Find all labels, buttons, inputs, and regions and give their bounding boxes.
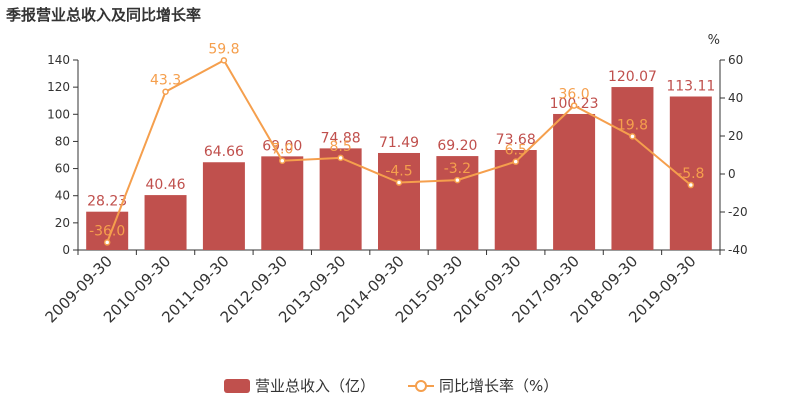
growth-point[interactable]: [220, 57, 228, 64]
growth-point-label: 8.5: [330, 139, 352, 155]
growth-point-label: 36.0: [559, 87, 590, 103]
revenue-bar-label: 73.68: [496, 132, 536, 148]
y-right-tick-label: -40: [728, 243, 748, 257]
growth-point[interactable]: [162, 88, 169, 95]
growth-point-label: 19.8: [617, 117, 648, 133]
bars: [86, 87, 712, 251]
y-left-tick-label: 140: [47, 53, 70, 67]
growth-point-label: -3.2: [444, 161, 471, 177]
growth-point[interactable]: [512, 158, 519, 165]
revenue-bar[interactable]: [494, 150, 537, 250]
y-left-tick-label: 40: [55, 189, 70, 203]
growth-line-layer: [103, 57, 695, 246]
y-right-tick-label: 20: [728, 129, 743, 143]
legend: 营业总收入（亿） 同比增长率（%）: [224, 377, 558, 395]
y-right-tick-label: -20: [728, 205, 748, 219]
revenue-bar[interactable]: [378, 152, 420, 250]
growth-point[interactable]: [570, 102, 578, 109]
legend-swatch-growth-marker: [415, 380, 427, 392]
revenue-bar-label: 113.11: [666, 78, 715, 94]
growth-point[interactable]: [279, 157, 286, 164]
y-left-tick-label: 60: [55, 162, 70, 176]
revenue-bar-label: 40.46: [145, 177, 185, 193]
revenue-bar-label: 74.88: [321, 130, 361, 146]
revenue-bar[interactable]: [319, 148, 362, 250]
growth-point-label: -5.8: [677, 166, 704, 182]
y-left-tick-label: 0: [62, 243, 70, 257]
y-right-tick-label: 40: [728, 91, 743, 105]
y-right-tick-label: 60: [728, 53, 743, 67]
y-left-tick-label: 20: [55, 216, 70, 230]
revenue-bar-label: 120.07: [608, 69, 657, 85]
revenue-bar[interactable]: [611, 87, 654, 251]
revenue-bar[interactable]: [202, 162, 245, 250]
growth-point-label: 7.0: [271, 142, 293, 158]
growth-point-label: -36.0: [89, 223, 125, 239]
y-left-tick-label: 120: [47, 80, 70, 94]
growth-labels: -36.0 43.3 59.8 7.0 8.5 -4.5 -3.2 6.5 36.0 19.8 -5…: [89, 41, 704, 239]
growth-point-label: 6.5: [505, 143, 527, 159]
y-left-tick-label: 100: [47, 107, 70, 121]
right-axis-unit: %: [708, 33, 720, 48]
revenue-bar-label: 69.20: [437, 138, 477, 154]
revenue-bar-label: 64.66: [204, 144, 244, 160]
growth-point[interactable]: [687, 181, 695, 189]
revenue-bar[interactable]: [553, 113, 596, 250]
y-left-tick-label: 80: [55, 134, 70, 148]
growth-point-label: 59.8: [208, 41, 239, 57]
growth-point-label: -4.5: [385, 164, 412, 180]
revenue-bar-label: 28.23: [87, 194, 127, 210]
revenue-bar-label: 71.49: [379, 135, 419, 151]
growth-point[interactable]: [629, 133, 636, 140]
revenue-bar[interactable]: [144, 195, 187, 250]
revenue-bar[interactable]: [436, 156, 479, 250]
growth-point[interactable]: [337, 154, 344, 162]
y-right-tick-label: 0: [728, 167, 736, 181]
legend-label-revenue: 营业总收入（亿）: [255, 377, 375, 395]
chart-title: 季报营业总收入及同比增长率: [6, 6, 201, 24]
legend-label-growth: 同比增长率（%）: [439, 377, 558, 395]
growth-point-label: 43.3: [150, 73, 181, 89]
growth-point[interactable]: [395, 179, 403, 186]
growth-point[interactable]: [103, 239, 111, 246]
growth-point[interactable]: [454, 176, 461, 184]
revenue-bar[interactable]: [261, 156, 304, 250]
legend-swatch-revenue[interactable]: [224, 379, 250, 393]
